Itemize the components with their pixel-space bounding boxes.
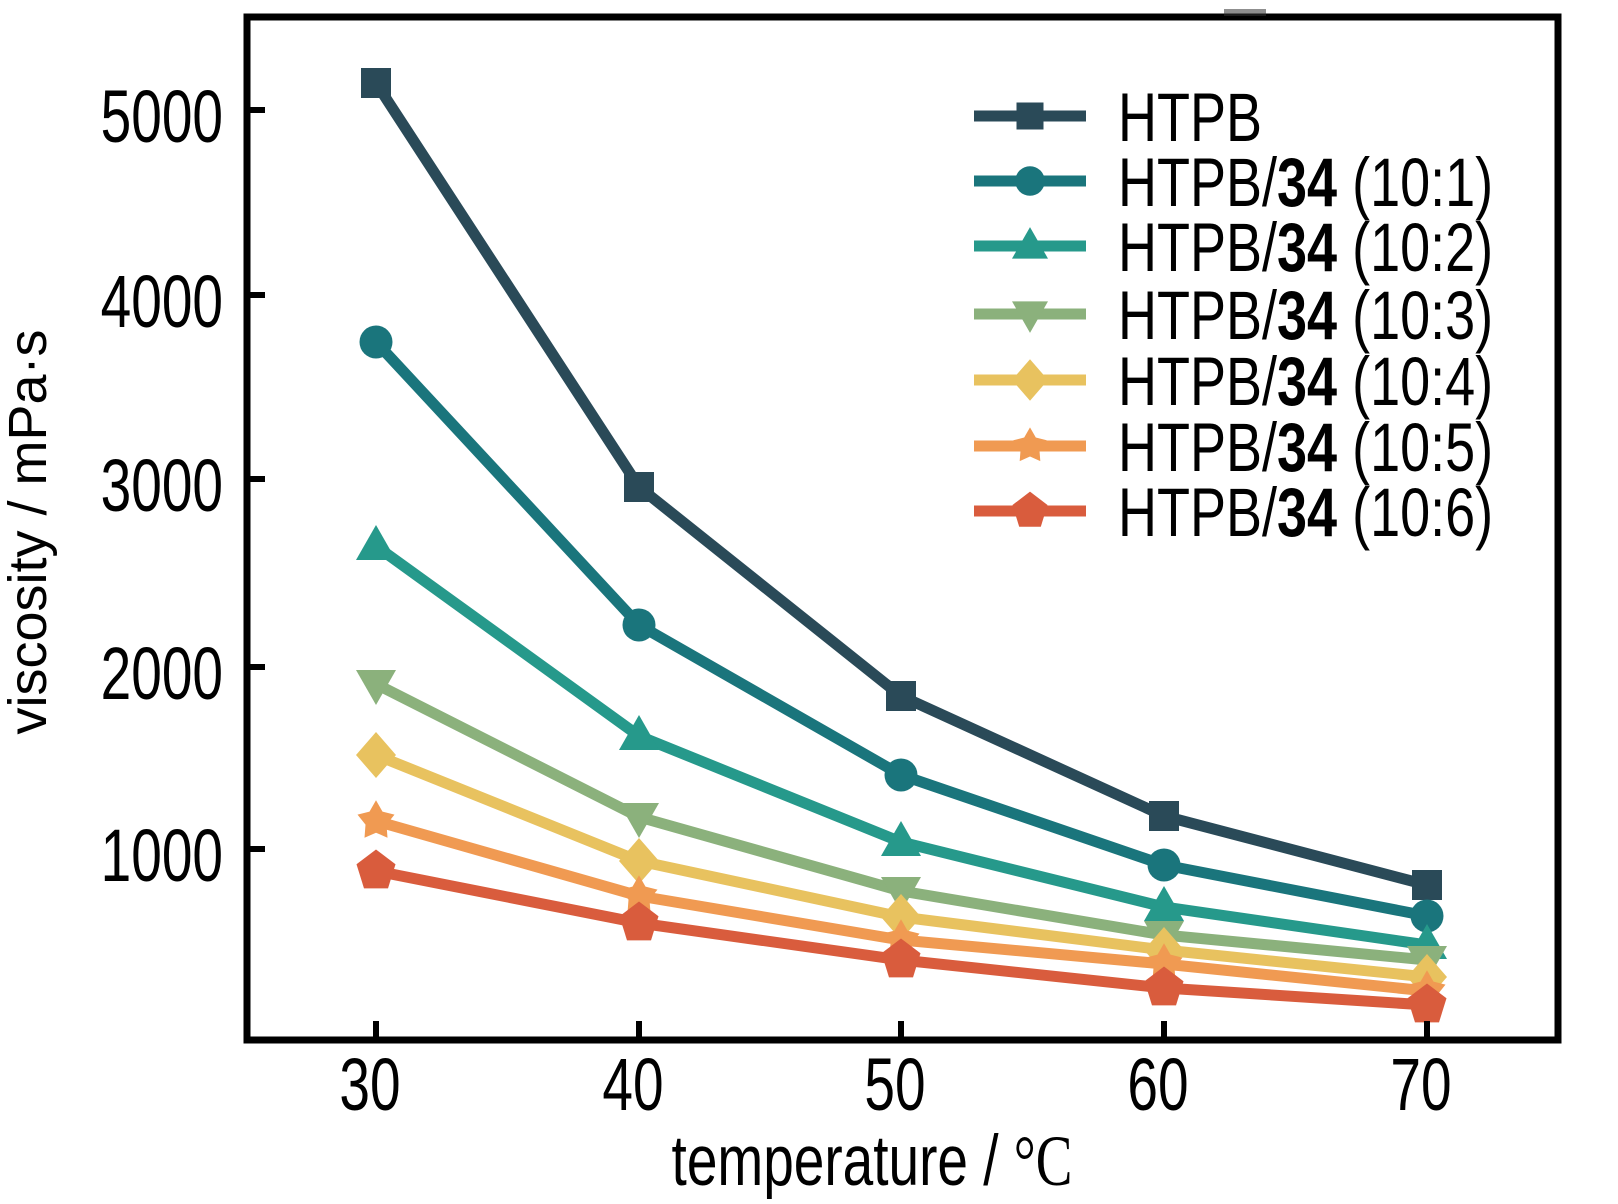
svg-text:30: 30 (339, 1043, 400, 1126)
svg-text:1000: 1000 (101, 814, 223, 897)
svg-text:HTPB: HTPB (1118, 80, 1262, 157)
svg-text:HTPB/34 (10:2): HTPB/34 (10:2) (1118, 210, 1493, 287)
svg-text:4000: 4000 (101, 260, 223, 343)
svg-text:70: 70 (1390, 1043, 1451, 1126)
svg-text:60: 60 (1127, 1043, 1188, 1126)
svg-text:HTPB/34 (10:3): HTPB/34 (10:3) (1118, 278, 1493, 355)
svg-text:50: 50 (864, 1043, 925, 1126)
svg-text:5000: 5000 (101, 75, 223, 158)
svg-text:HTPB/34 (10:4): HTPB/34 (10:4) (1118, 344, 1493, 421)
svg-text:HTPB/34 (10:5): HTPB/34 (10:5) (1118, 410, 1493, 487)
svg-text:40: 40 (602, 1043, 663, 1126)
svg-text:HTPB/34 (10:1): HTPB/34 (10:1) (1118, 145, 1493, 222)
svg-text:HTPB/34 (10:6): HTPB/34 (10:6) (1118, 475, 1493, 552)
svg-text:viscosity / mPa·s: viscosity / mPa·s (0, 329, 58, 734)
svg-text:temperature / °C: temperature / °C (672, 1120, 1073, 1199)
svg-text:2000: 2000 (101, 632, 223, 715)
svg-text:3000: 3000 (101, 444, 223, 527)
